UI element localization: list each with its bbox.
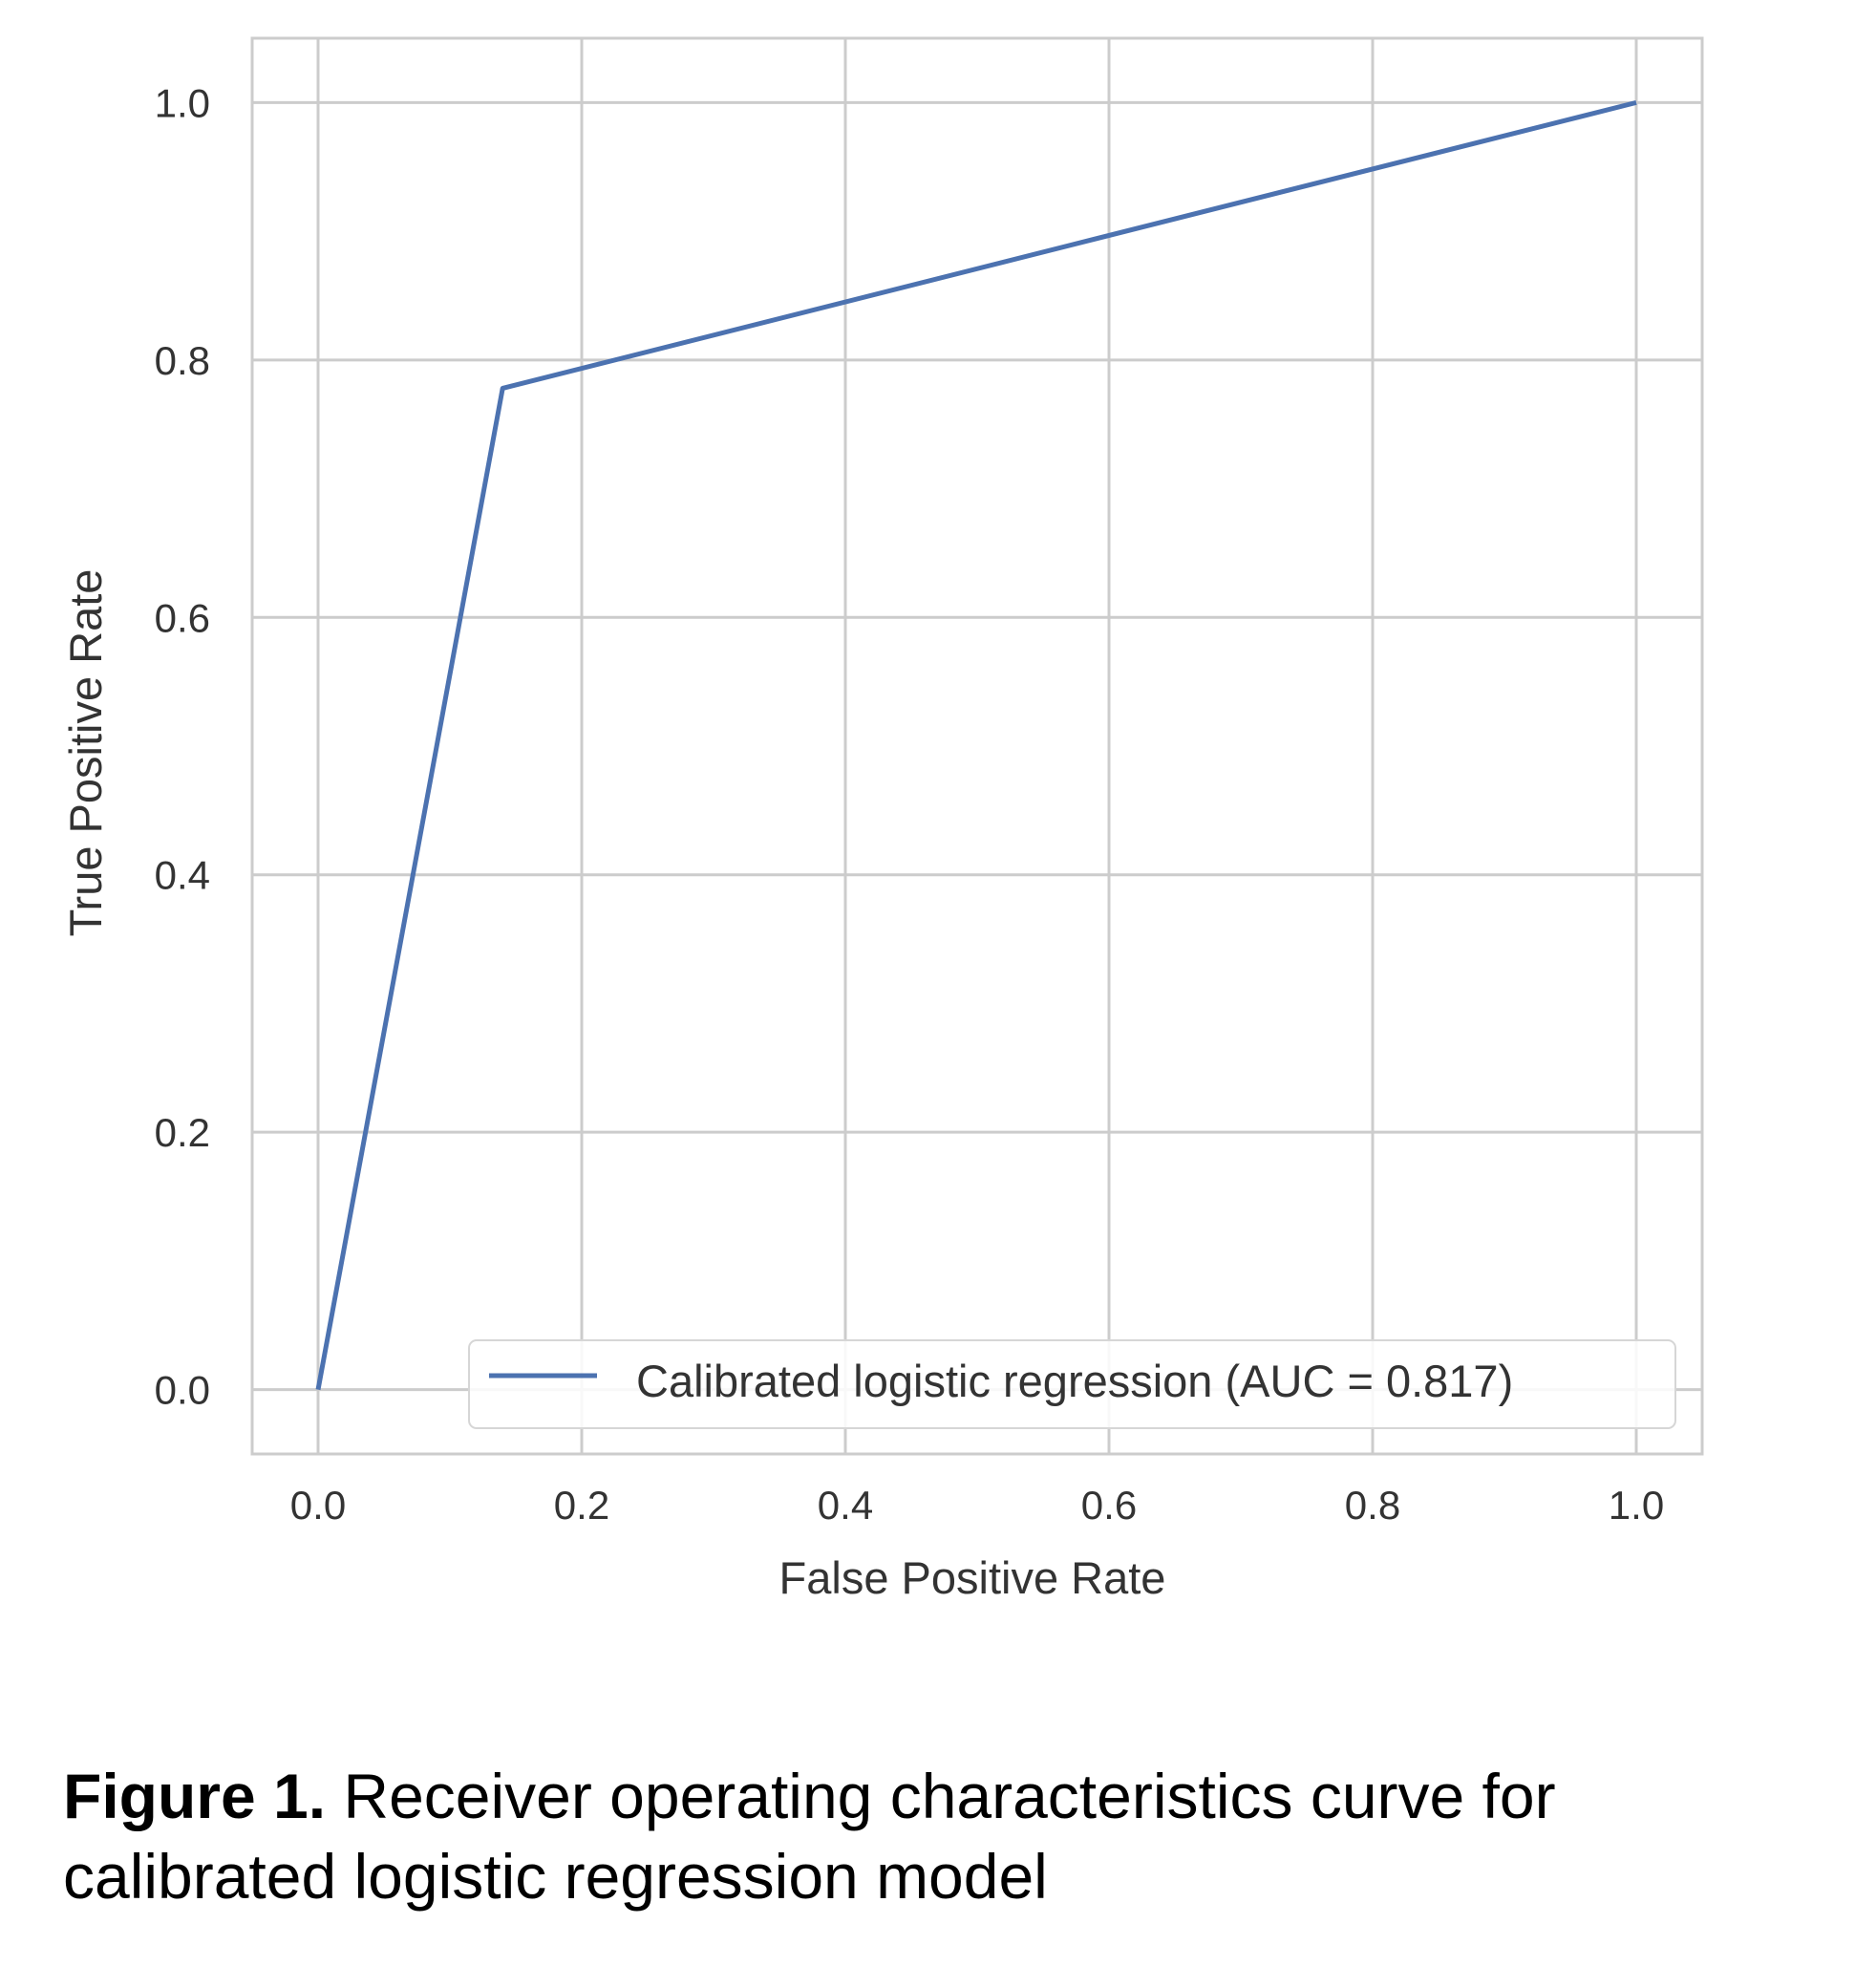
y-tick-label: 0.6	[155, 595, 210, 640]
x-tick-label: 0.4	[818, 1483, 873, 1528]
y-tick-label: 1.0	[155, 80, 210, 125]
x-tick-label: 0.0	[290, 1483, 346, 1528]
x-tick-label: 0.8	[1345, 1483, 1400, 1528]
caption-label: Figure 1.	[63, 1761, 327, 1831]
plot-frame	[250, 36, 1704, 1456]
caption-text: Receiver operating characteristics curve…	[63, 1761, 1556, 1912]
y-tick-label: 0.4	[155, 853, 210, 898]
legend: Calibrated logistic regression (AUC = 0.…	[468, 1339, 1676, 1429]
y-tick-label: 0.2	[155, 1110, 210, 1155]
x-tick-label: 0.6	[1081, 1483, 1137, 1528]
roc-chart: 0.0 0.2 0.4 0.6 0.8 1.0 0.0 0.2 0.4 0.6 0.8 1.0 Cal…	[60, 36, 1704, 1603]
legend-label: Calibrated logistic regression (AUC = 0.…	[636, 1356, 1513, 1406]
y-axis-label: True Positive Rate	[60, 569, 111, 937]
x-tick-label: 1.0	[1609, 1483, 1664, 1528]
x-tick-label: 0.2	[554, 1483, 609, 1528]
x-axis-label: False Positive Rate	[779, 1552, 1166, 1603]
roc-curve	[315, 99, 1637, 1391]
y-tick-label: 0.8	[155, 338, 210, 383]
y-tick-label: 0.0	[155, 1368, 210, 1413]
figure-caption: Figure 1. Receiver operating characteris…	[63, 1756, 1802, 1916]
legend-box	[468, 1339, 1676, 1429]
